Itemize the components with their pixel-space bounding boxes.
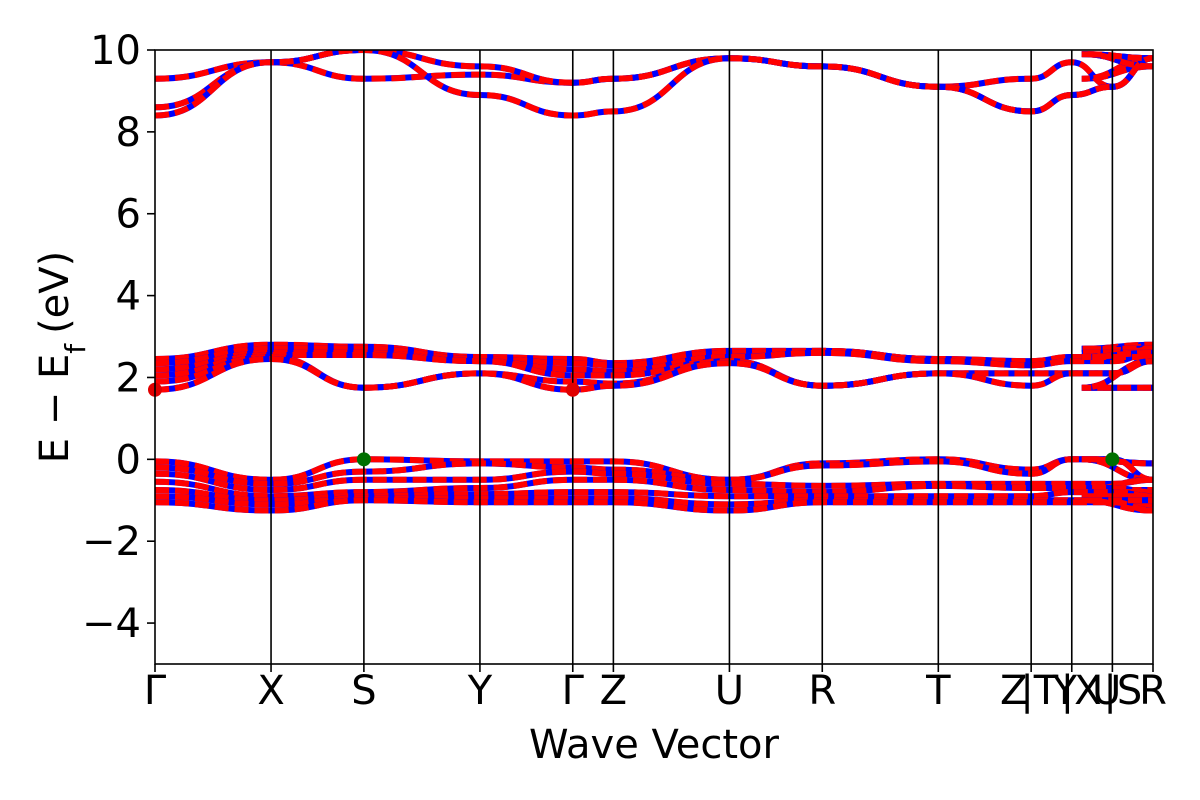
plot-frame [154,49,1154,665]
y-tick-label: −2 [82,519,141,565]
x-tick-label: |S [1103,668,1142,714]
y-axis-ticks: −4 −2 0 2 4 6 8 10 [82,28,155,647]
y-axis-label-main: E − E [32,354,78,464]
y-tick-label: −4 [82,601,141,647]
band-10-spin-up [155,456,1153,487]
x-tick-label: Γ [562,668,585,714]
x-tick-label: |T [1020,668,1058,714]
x-tick-label: Z [1000,668,1027,714]
x-tick-label: X [257,668,284,714]
x-tick-label: R [1139,668,1167,714]
y-axis-label: E − Ef (eV) [32,251,92,464]
x-tick-label: R [808,668,836,714]
x-tick-label: Z [600,668,627,714]
x-axis-label: Wave Vector [529,722,780,768]
y-tick-label: 6 [116,192,141,238]
y-tick-label: 0 [116,437,141,483]
extrema-markers [148,382,1120,467]
x-tick-label: Y [1052,668,1078,714]
x-axis-ticks: Γ X S Y Γ Z U R T Z|TY|XU|SR [144,664,1167,714]
high-symmetry-lines [270,50,1114,664]
y-tick-label: 2 [116,355,141,401]
y-tick-label: 8 [116,110,141,156]
x-tick-label: U [715,668,744,714]
x-tick-label: S [351,668,376,714]
band-lines [155,50,1153,514]
band-12-spin-up [155,476,1153,500]
x-tick-label: U [1092,668,1121,714]
y-axis-label-subscript: f [59,343,92,354]
cbm-marker [565,382,580,397]
vbm-marker [1105,452,1120,467]
vbm-marker [356,452,371,467]
y-tick-label: 4 [116,274,141,320]
x-tick-label: Y [467,668,493,714]
x-tick-label: Γ [144,668,167,714]
x-tick-label: T [925,668,951,714]
y-tick-label: 10 [90,28,141,74]
y-axis-label-unit: (eV) [32,251,78,334]
x-tick-label: |X [1061,668,1102,714]
